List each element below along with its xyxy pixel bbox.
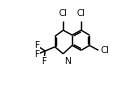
Text: F: F [34,41,39,50]
Text: Cl: Cl [100,46,109,55]
Text: N: N [64,57,71,66]
Text: F: F [34,50,39,59]
Text: Cl: Cl [77,9,86,18]
Text: Cl: Cl [59,9,68,18]
Text: F: F [41,57,46,66]
